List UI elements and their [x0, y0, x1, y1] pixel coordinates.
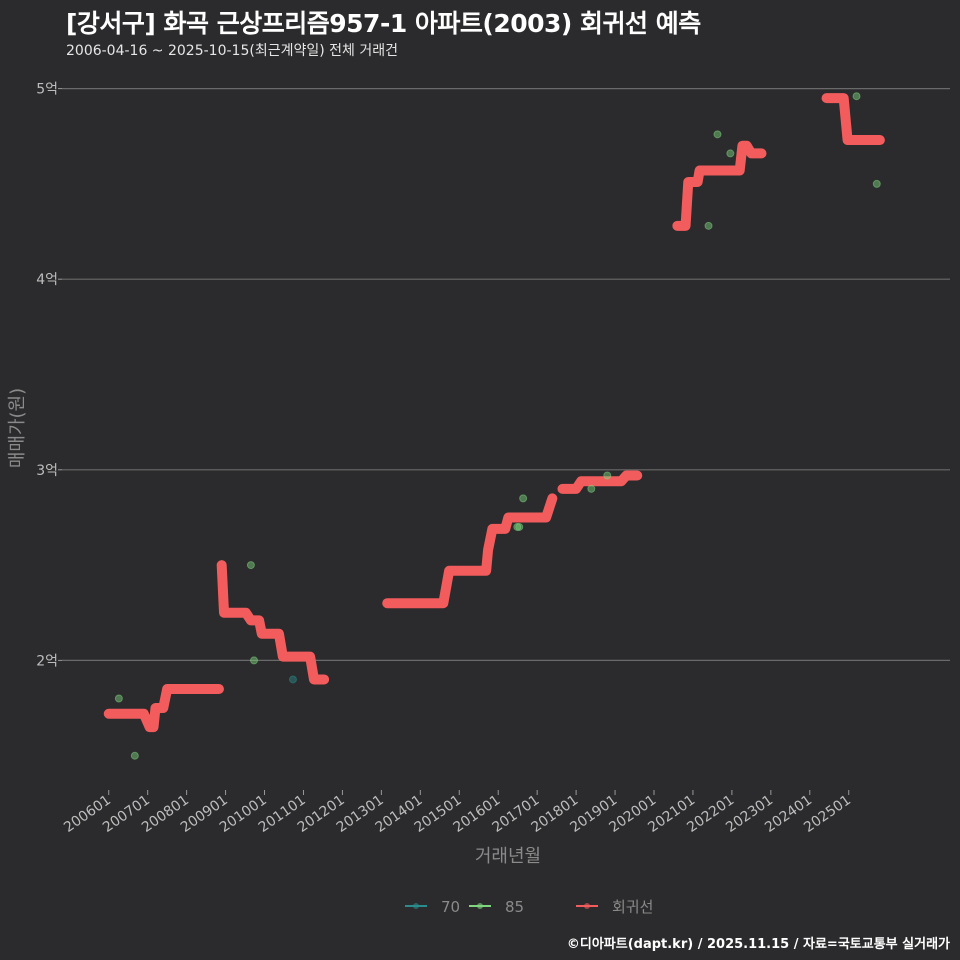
regression-line-segment: [821, 93, 885, 146]
regression-line-segment: [557, 470, 643, 494]
data-point-85: [114, 694, 123, 703]
data-point-85: [513, 522, 522, 531]
regression-line-segment: [216, 560, 330, 685]
data-point-85: [713, 130, 722, 139]
legend-key-dot: [584, 903, 590, 909]
regression-line-segment: [103, 683, 224, 733]
legend-key-dot: [413, 903, 419, 909]
data-point-85: [130, 751, 139, 760]
data-point-70: [288, 675, 297, 684]
data-point-85: [246, 561, 255, 570]
data-point-85: [519, 494, 528, 503]
data-point-85: [250, 656, 259, 665]
data-point-85: [852, 92, 861, 101]
y-tick-label: 2억: [36, 653, 58, 669]
legend-key-dot: [477, 903, 483, 909]
data-point-85: [603, 471, 612, 480]
regression-line-segment: [382, 493, 558, 609]
legend-label: 70: [441, 898, 460, 916]
legend-label: 회귀선: [612, 898, 653, 916]
data-point-85: [726, 149, 735, 158]
y-tick-label: 5억: [36, 82, 58, 98]
data-point-85: [704, 221, 713, 230]
regression-line-segment: [672, 140, 767, 231]
credit-text: ©디아파트(dapt.kr) / 2025.11.15 / 자료=국토교통부 실…: [566, 937, 950, 952]
legend-label: 85: [505, 898, 524, 916]
data-point-85: [587, 484, 596, 493]
data-point-85: [872, 179, 881, 188]
y-axis-label: 매매가(원): [7, 388, 28, 468]
y-tick-label: 3억: [36, 463, 58, 479]
chart-title: [강서구] 화곡 근상프리즘957-1 아파트(2003) 회귀선 예측: [66, 9, 701, 38]
y-tick-label: 4억: [36, 272, 58, 288]
chart-subtitle: 2006-04-16 ~ 2025-10-15(최근계약일) 전체 거래건: [66, 43, 398, 59]
x-axis-label: 거래년월: [475, 846, 541, 867]
data-point-85: [515, 522, 524, 531]
legend: 70 85 회귀선: [405, 898, 653, 916]
